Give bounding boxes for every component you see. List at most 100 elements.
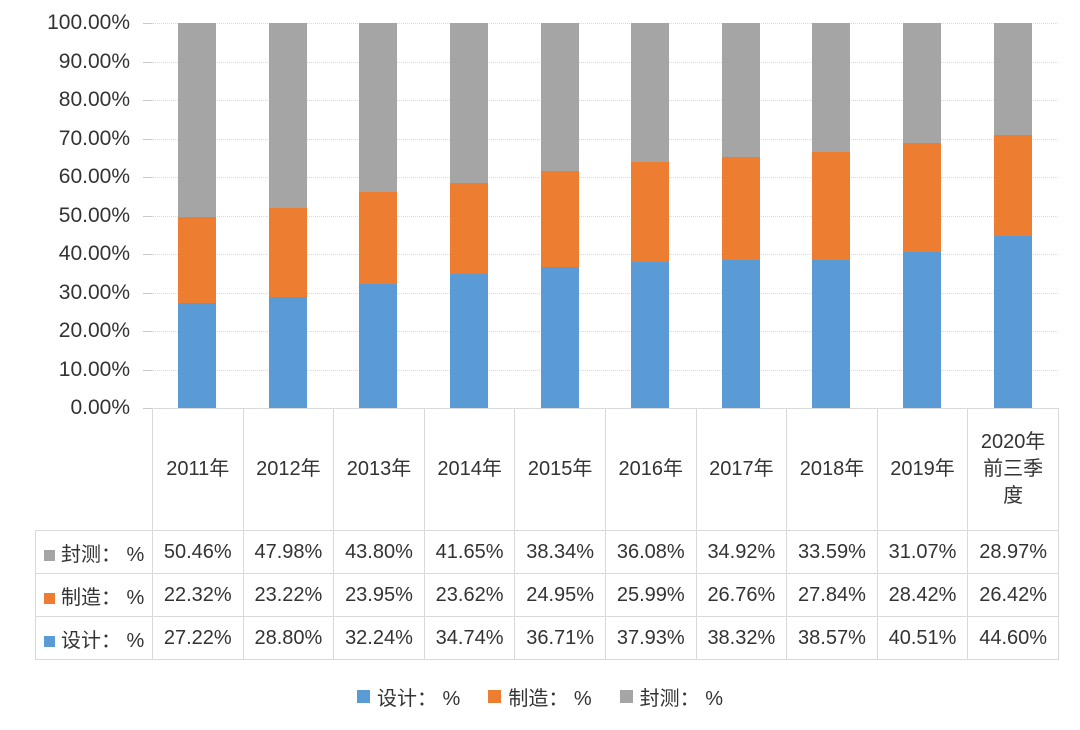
table-value-cell: 22.32% (152, 573, 244, 617)
y-axis-tick (143, 369, 152, 371)
bar-segment (178, 303, 217, 408)
y-axis-label: 10.00% (58, 357, 130, 381)
series-key-swatch (44, 635, 55, 647)
table-value-cell: 34.92% (695, 530, 788, 574)
table-row: 设计： % 27.22% 28.80% 32.24% 34.74% 36.71% 37.93… (35, 616, 1059, 660)
gridline (152, 177, 1058, 178)
data-table: 2011年 2012年 2013年 2014年 2015年 2016年 2017年 2018年… (35, 408, 1059, 660)
legend: 设计： % 制造： % 封测： % (0, 682, 1080, 711)
bar-segment (721, 157, 760, 261)
table-value-cell: 36.08% (604, 530, 697, 574)
plot-area (143, 23, 1058, 409)
bar-segment (268, 23, 307, 208)
table-value-cell: 28.80% (242, 616, 335, 660)
table-value-cell: 37.93% (604, 616, 697, 660)
gridline (152, 254, 1058, 255)
y-axis-label: 20.00% (58, 319, 130, 342)
gridline (152, 331, 1058, 332)
gridline (152, 138, 1058, 140)
bar-segment (993, 134, 1032, 237)
y-axis-tick (143, 138, 152, 140)
y-axis-tick (143, 100, 152, 101)
table-header-year-label: 2019年 (890, 458, 955, 480)
bar-column (152, 23, 243, 408)
table-value-cell: 26.76% (695, 573, 788, 617)
table-header-year: 2019年 (876, 408, 969, 531)
bar-segment (178, 23, 217, 218)
table-row-label: 制造： % (35, 573, 153, 617)
table-corner-cell (36, 409, 153, 531)
table-header-year: 2014年 (423, 408, 516, 531)
legend-item: 设计： % (356, 682, 460, 711)
bar-column (696, 23, 787, 408)
table-header-year-label: 2012年 (256, 458, 321, 480)
bar-segment (540, 266, 579, 408)
chart-data-table: 2011年 2012年 2013年 2014年 2015年 2016年 2017年 2018年… (35, 408, 1059, 660)
table-header-year: 2013年 (333, 408, 425, 531)
table-row: 制造： % 22.32% 23.22% 23.95% 23.62% 24.95% 25.99… (35, 573, 1059, 617)
table-row: 封测： % 50.46% 47.98% 43.80% 41.65% 38.34% 36.08… (35, 530, 1059, 574)
table-value-cell: 40.51% (876, 616, 969, 660)
y-axis-label: 100.00% (47, 11, 130, 34)
bar-segment (359, 283, 398, 408)
table-value-cell: 47.98% (242, 530, 335, 574)
legend-item: 封测： % (619, 682, 724, 711)
bar-column (243, 23, 334, 408)
table-value-cell: 43.80% (333, 530, 425, 574)
series-key-swatch (44, 549, 55, 561)
y-axis-tick (143, 23, 152, 24)
table-value-cell: 26.42% (967, 573, 1059, 617)
table-header-year-label: 2011年 (166, 458, 230, 480)
y-axis-tick (143, 331, 152, 332)
bar-segment (450, 23, 489, 184)
y-axis-label: 40.00% (58, 242, 130, 265)
y-axis-tick (143, 292, 152, 294)
legend-label: 制造： % (508, 688, 592, 710)
table-header-year-label: 2014年 (437, 458, 502, 480)
bar-segment (993, 236, 1032, 408)
gridline (152, 369, 1058, 371)
gridline (152, 215, 1058, 217)
bar-column (424, 23, 515, 408)
stacked-bar (812, 23, 851, 408)
table-header-year: 2020年前三季度 (967, 408, 1059, 531)
table-value-cell: 36.71% (514, 616, 606, 660)
bar-column (967, 23, 1058, 408)
table-header-year: 2017年 (695, 408, 788, 531)
y-axis: 100.00% 90.00% 80.00% 70.00% 60.00% 50.00% 40.… (0, 11, 130, 419)
table-value-cell: 23.62% (423, 573, 516, 617)
bar-segment (721, 260, 760, 408)
stacked-bar (903, 23, 942, 408)
gridline (152, 100, 1058, 101)
table-value-cell: 27.84% (786, 573, 878, 617)
bar-segment (903, 252, 942, 408)
stacked-bar (721, 23, 760, 408)
stacked-bar (359, 23, 398, 408)
table-value-cell: 38.32% (695, 616, 788, 660)
table-value-cell: 28.42% (876, 573, 969, 617)
bar-segment (812, 23, 851, 153)
table-value-cell: 25.99% (604, 573, 697, 617)
legend-key-swatch (356, 690, 370, 703)
y-axis-tick (143, 61, 152, 63)
bar-segment (359, 23, 398, 192)
table-header-year: 2012年 (242, 408, 335, 531)
table-header-year-label: 2017年 (709, 458, 774, 480)
y-axis-tick (143, 408, 152, 409)
y-axis-label: 90.00% (58, 49, 130, 73)
bar-segment (721, 23, 760, 158)
table-value-cell: 38.34% (514, 530, 606, 574)
bar-segment (903, 23, 942, 143)
legend-label: 封测： % (639, 688, 724, 710)
y-axis-label: 80.00% (58, 88, 130, 111)
bar-segment (993, 23, 1032, 135)
gridline (152, 61, 1058, 63)
table-header-year: 2015年 (514, 408, 606, 531)
stacked-bar (993, 23, 1032, 408)
bar-segment (268, 207, 307, 298)
table-header-year: 2016年 (604, 408, 697, 531)
bar-segment (359, 191, 398, 284)
table-value-cell: 23.22% (242, 573, 335, 617)
y-axis-tick (143, 215, 152, 217)
